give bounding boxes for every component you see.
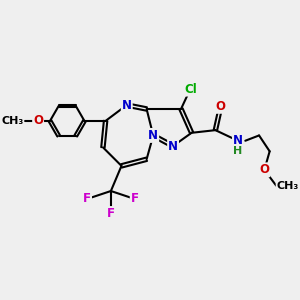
Text: F: F <box>83 193 91 206</box>
Text: H: H <box>233 146 242 156</box>
Text: N: N <box>233 134 243 147</box>
Text: Cl: Cl <box>184 82 197 96</box>
Text: O: O <box>216 100 226 113</box>
Text: O: O <box>260 163 269 176</box>
Text: N: N <box>168 140 178 152</box>
Text: F: F <box>107 207 115 220</box>
Text: F: F <box>131 193 139 206</box>
Text: O: O <box>33 114 43 128</box>
Text: CH₃: CH₃ <box>276 181 298 191</box>
Text: CH₃: CH₃ <box>1 116 24 126</box>
Text: N: N <box>148 129 158 142</box>
Text: N: N <box>122 98 132 112</box>
